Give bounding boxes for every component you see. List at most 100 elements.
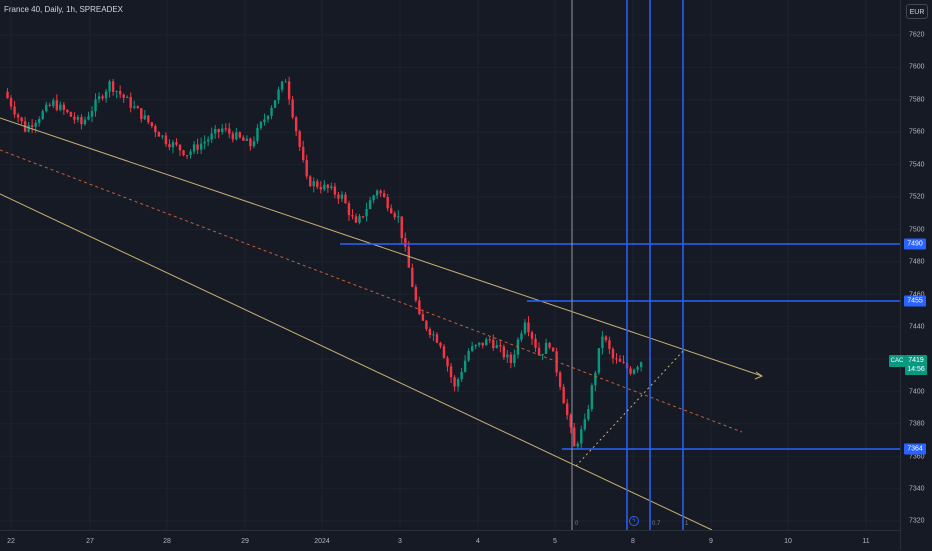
y-tick: 7480 <box>909 258 925 266</box>
candle-body <box>157 132 161 137</box>
channel-lower-line <box>0 193 713 530</box>
candle-body <box>189 151 192 156</box>
candle-body <box>150 122 154 127</box>
candle-body <box>87 116 90 120</box>
y-tick: 7500 <box>909 226 925 234</box>
candle-body <box>583 419 586 430</box>
price-chart[interactable] <box>0 0 900 530</box>
candle-body <box>270 107 273 116</box>
candle-body <box>6 91 9 99</box>
projection-line <box>575 349 685 467</box>
candle-body <box>16 114 20 118</box>
candle-body <box>294 117 298 132</box>
candle-body <box>101 96 104 99</box>
candle-body <box>562 387 565 404</box>
candle-body <box>319 187 322 190</box>
candle-body <box>55 100 58 110</box>
candle-body <box>425 320 428 330</box>
candle-body <box>45 104 48 112</box>
candle-body <box>534 338 537 348</box>
candle-body <box>228 128 231 134</box>
candle-body <box>379 190 382 194</box>
candle-body <box>530 332 534 339</box>
y-tick: 7560 <box>909 128 925 136</box>
candle-body <box>214 129 217 134</box>
y-tick: 7320 <box>909 517 925 525</box>
candle-body <box>249 138 252 147</box>
candle-body <box>411 267 414 287</box>
candle-body <box>460 371 463 380</box>
candle-body <box>277 89 280 101</box>
candle-body <box>80 117 83 125</box>
candle-body <box>358 216 361 223</box>
candle-body <box>558 372 562 388</box>
x-tick: 2024 <box>314 538 330 545</box>
candle-body <box>404 238 407 247</box>
candle-body <box>421 314 425 321</box>
candle-body <box>161 135 164 137</box>
candle-body <box>340 194 344 199</box>
lightning-icon[interactable]: ϟ <box>629 516 639 526</box>
candle-body <box>344 194 347 204</box>
candle-body <box>108 81 111 92</box>
candle-body <box>66 109 69 113</box>
y-tick: 7540 <box>909 161 925 169</box>
fib-label-0: 0 <box>575 521 579 527</box>
candle-body <box>199 143 203 150</box>
currency-button[interactable]: EUR <box>906 4 928 19</box>
candle-body <box>164 135 168 145</box>
candle-body <box>587 409 590 420</box>
candle-body <box>76 117 80 120</box>
candle-body <box>544 342 548 354</box>
candle-body <box>178 144 182 151</box>
candle-body <box>481 342 484 346</box>
candle-body <box>435 334 439 343</box>
candle-body <box>354 216 358 223</box>
candle-body <box>386 197 389 209</box>
candle-body <box>629 368 632 374</box>
candle-body <box>470 346 474 351</box>
candle-body <box>231 133 234 140</box>
candle-body <box>266 115 270 120</box>
x-tick: 27 <box>86 538 94 545</box>
candle-body <box>312 181 315 187</box>
price-axis[interactable]: 7620 7600 7580 7560 7540 7520 7500 7480 … <box>900 0 932 550</box>
channel-arrowhead <box>754 371 764 380</box>
candle-body <box>133 106 136 108</box>
candle-body <box>368 200 372 210</box>
candle-body <box>467 350 470 361</box>
chart-area[interactable]: France 40, Daily, 1h, SPREADEX 0 ϟ 0.7 1 <box>0 0 900 530</box>
x-tick: 4 <box>476 538 480 545</box>
candle-body <box>73 116 76 120</box>
candle-body <box>576 443 579 447</box>
candle-body <box>442 346 446 358</box>
candle-body <box>601 336 604 349</box>
candle-body <box>280 81 284 90</box>
candle-body <box>615 358 618 360</box>
x-tick: 28 <box>163 538 171 545</box>
candle-body <box>495 345 498 349</box>
time-axis[interactable]: 22 27 28 29 2024 3 4 5 8 9 10 11 <box>0 530 900 551</box>
candle-body <box>527 322 530 333</box>
fib-label-0-7: 0.7 <box>652 521 661 527</box>
candle-body <box>13 106 16 115</box>
candle-body <box>608 340 611 349</box>
x-tick: 10 <box>784 538 792 545</box>
candle-body <box>499 345 502 347</box>
y-tick: 7400 <box>909 388 925 396</box>
x-tick: 3 <box>398 538 402 545</box>
candle-body <box>485 339 488 346</box>
candle-body <box>287 81 291 100</box>
chart-title[interactable]: France 40, Daily, 1h, SPREADEX <box>4 5 124 14</box>
candle-body <box>175 142 178 145</box>
candle-body <box>382 193 386 198</box>
candle-body <box>580 429 583 444</box>
candle-body <box>48 104 51 106</box>
candle-body <box>474 344 477 347</box>
candle-body <box>622 361 625 364</box>
candle-body <box>523 322 527 334</box>
candle-body <box>432 334 435 336</box>
y-tick: 7460 <box>909 292 925 299</box>
candle-body <box>309 176 312 187</box>
candle-body <box>224 128 227 130</box>
